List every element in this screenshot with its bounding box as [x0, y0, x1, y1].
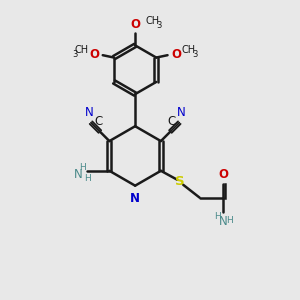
Text: O: O — [89, 48, 99, 61]
Text: O: O — [218, 168, 228, 181]
Text: CH: CH — [75, 45, 89, 55]
Text: H: H — [84, 174, 91, 183]
Text: H: H — [79, 163, 86, 172]
Text: N: N — [130, 192, 140, 205]
Text: N: N — [74, 168, 82, 181]
Text: N: N — [85, 106, 94, 119]
Text: H: H — [226, 216, 233, 225]
Text: CH: CH — [146, 16, 160, 26]
Text: N: N — [176, 106, 185, 119]
Text: C: C — [94, 115, 103, 128]
Text: C: C — [168, 115, 176, 128]
Text: 3: 3 — [157, 21, 162, 30]
Text: 3: 3 — [72, 50, 78, 59]
Text: S: S — [176, 175, 185, 188]
Text: N: N — [219, 215, 228, 228]
Text: O: O — [130, 17, 140, 31]
Text: CH: CH — [182, 45, 196, 55]
Text: H: H — [214, 212, 221, 221]
Text: 3: 3 — [193, 50, 198, 59]
Text: O: O — [171, 48, 181, 61]
